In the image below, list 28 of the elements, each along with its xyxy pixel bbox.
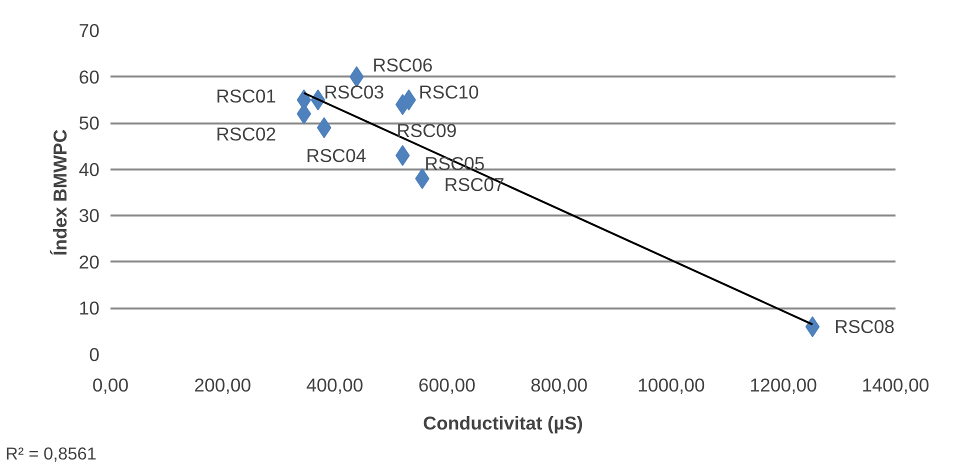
x-tick-label: 1000,00 <box>637 374 705 396</box>
y-axis-title: Índex BMWPC <box>50 129 71 256</box>
y-tick-label: 60 <box>78 66 100 88</box>
data-label: RSC07 <box>444 174 504 196</box>
x-tick-label: 200,00 <box>194 374 252 396</box>
y-tick-label: 0 <box>89 344 100 365</box>
y-tick-label: 30 <box>78 205 100 226</box>
x-tick-label: 800,00 <box>530 374 588 396</box>
x-tick-label: 1400,00 <box>862 374 930 396</box>
data-label: RSC09 <box>396 120 457 142</box>
data-label: RSC03 <box>324 81 384 102</box>
x-tick-label: 400,00 <box>306 374 364 396</box>
data-label: RSC08 <box>834 316 895 338</box>
x-axis-title: Conductivitat (µS) <box>423 412 584 434</box>
data-label: RSC02 <box>216 123 276 144</box>
x-tick-label: 600,00 <box>418 374 476 396</box>
y-tick-label: 70 <box>78 20 100 41</box>
x-tick-label: 0,00 <box>92 374 129 396</box>
data-label: RSC10 <box>418 81 479 102</box>
y-tick-label: 10 <box>78 298 100 319</box>
data-label: RSC01 <box>216 85 276 106</box>
text: R² = 0,8561 <box>6 444 97 464</box>
y-tick-label: 50 <box>78 112 100 134</box>
y-tick-label: 40 <box>78 158 100 180</box>
x-tick-label: 1200,00 <box>750 374 818 396</box>
data-label: RSC06 <box>372 54 433 76</box>
y-tick-label: 20 <box>78 251 100 272</box>
data-label: RSC04 <box>306 145 366 166</box>
